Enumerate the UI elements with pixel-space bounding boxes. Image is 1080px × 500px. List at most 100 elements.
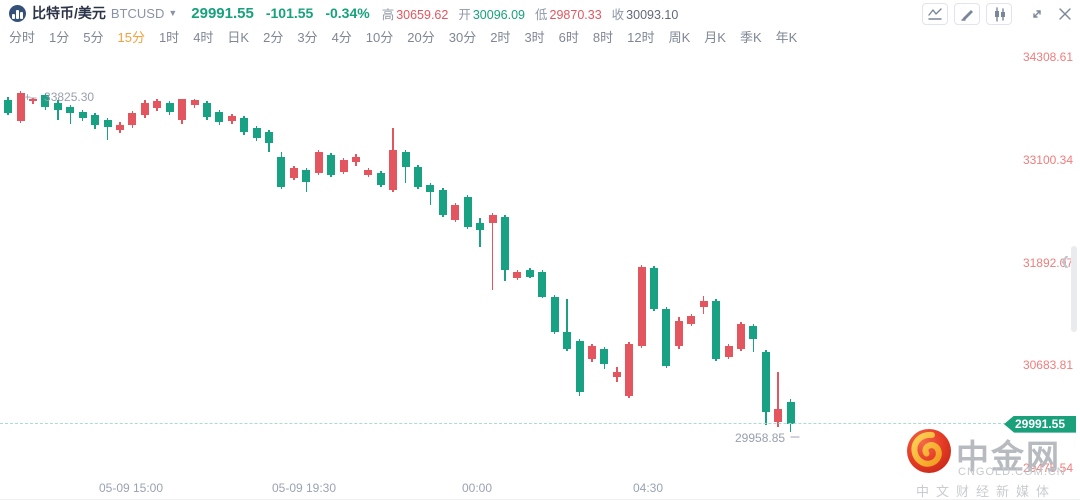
candle xyxy=(339,159,348,172)
timeframe-tab-分时[interactable]: 分时 xyxy=(9,29,36,45)
instrument-title: 比特币/美元 xyxy=(32,5,106,21)
x-axis-label: 05-09 15:00 xyxy=(98,481,164,495)
candle xyxy=(563,332,572,350)
fullscreen-button[interactable] xyxy=(1026,4,1048,24)
timeframe-tab-3时[interactable]: 3时 xyxy=(524,29,545,45)
low-marker-icon: --- xyxy=(790,428,800,443)
timeframe-tab-周K[interactable]: 周K xyxy=(668,29,691,45)
ohlc-item: 高 30659.62 xyxy=(381,7,449,22)
timeframe-tab-3分[interactable]: 3分 xyxy=(297,29,318,45)
ohlc-summary: 高 30659.62 开 30096.09 低 29870.33 收 30093.10 xyxy=(382,4,689,23)
timeframe-tab-季K[interactable]: 季K xyxy=(739,29,762,45)
timeframe-tab-15分[interactable]: 15分 xyxy=(117,29,145,45)
price-change: -101.55 xyxy=(265,5,314,21)
timeframe-tab-10分[interactable]: 10分 xyxy=(365,29,394,45)
chevron-down-icon[interactable]: ▼ xyxy=(168,8,178,18)
close-icon xyxy=(1059,8,1071,20)
close-button[interactable] xyxy=(1054,4,1076,24)
candlestick-chart[interactable]: 34308.61 33100.34 31892.07 30683.81 29475.54… xyxy=(0,46,1080,478)
timeframe-tab-5分[interactable]: 5分 xyxy=(83,29,104,45)
chevron-left-icon[interactable]: ❮ xyxy=(1060,254,1071,268)
candle-wick xyxy=(479,217,481,247)
candle xyxy=(277,156,286,187)
candlestick-mode-button[interactable] xyxy=(986,3,1012,25)
candle xyxy=(202,102,211,117)
candle-wick xyxy=(69,104,72,124)
candle xyxy=(587,346,596,360)
candle xyxy=(215,111,224,122)
expand-icon xyxy=(1033,10,1041,18)
timeframe-tab-30分[interactable]: 30分 xyxy=(448,29,477,45)
candle xyxy=(252,127,261,138)
candle xyxy=(414,166,423,187)
candle xyxy=(650,267,659,310)
candle xyxy=(401,151,410,167)
candle xyxy=(265,131,274,143)
price-axis-label: 29475.54 xyxy=(1022,461,1073,475)
candle xyxy=(786,402,795,425)
timeframe-tab-6时[interactable]: 6时 xyxy=(558,29,579,45)
candle xyxy=(538,271,547,297)
candle xyxy=(438,189,447,215)
high-marker-icon: +-- xyxy=(24,90,37,105)
candle xyxy=(178,99,187,120)
pencil-icon xyxy=(960,10,973,21)
candle xyxy=(749,326,758,340)
timeframe-tab-12时[interactable]: 12时 xyxy=(627,29,655,45)
timeframe-tab-2时[interactable]: 2时 xyxy=(490,29,511,45)
price-axis-label: 34308.61 xyxy=(1022,50,1073,64)
timeframe-tab-1时[interactable]: 1时 xyxy=(158,29,180,45)
candle xyxy=(774,409,783,423)
candle xyxy=(165,102,174,112)
line-chart-mode-button[interactable] xyxy=(922,3,948,25)
ohlc-item: 开 30096.09 xyxy=(458,7,525,22)
candle xyxy=(674,321,683,347)
candle xyxy=(612,372,621,378)
candle xyxy=(16,92,25,121)
candle xyxy=(103,119,112,127)
candle xyxy=(426,184,435,192)
timeframe-tab-4分[interactable]: 4分 xyxy=(331,29,352,45)
candle xyxy=(153,100,162,108)
candle xyxy=(724,346,733,358)
candlestick-icon xyxy=(994,6,1005,22)
x-axis-label: 05-09 19:30 xyxy=(271,481,337,495)
timeframe-tab-20分[interactable]: 20分 xyxy=(407,29,435,45)
candle xyxy=(389,149,398,190)
ohlc-item: 低 29870.33 xyxy=(535,7,602,22)
draw-button[interactable] xyxy=(954,3,980,25)
candle xyxy=(302,169,311,182)
candle xyxy=(53,102,62,110)
candle xyxy=(463,196,472,227)
candle xyxy=(550,296,559,333)
low-annotation: 29958.85 xyxy=(735,430,786,445)
ohlc-item: 收 30093.10 xyxy=(611,7,679,22)
timeframe-tab-2分[interactable]: 2分 xyxy=(263,29,284,45)
candle xyxy=(376,172,385,185)
vertical-scrollbar-thumb[interactable] xyxy=(1071,246,1077,332)
last-price: 29991.55 xyxy=(191,4,254,22)
instrument-market-icon xyxy=(9,4,26,22)
candle xyxy=(4,99,13,113)
chart-toolbar xyxy=(922,3,1076,25)
candle-wick xyxy=(491,212,494,290)
candle-wick xyxy=(57,99,59,120)
timeframe-tab-日K[interactable]: 日K xyxy=(227,29,250,45)
candle xyxy=(66,106,75,113)
candle xyxy=(364,169,373,175)
timeframe-tab-4时[interactable]: 4时 xyxy=(193,29,214,45)
high-annotation: 33825.30 xyxy=(44,90,95,105)
candle xyxy=(488,214,497,223)
candle xyxy=(240,117,249,132)
price-axis-label: 30683.81 xyxy=(1022,358,1073,373)
timeframe-tab-年K[interactable]: 年K xyxy=(775,29,798,45)
line-chart-icon xyxy=(928,8,942,20)
candle xyxy=(190,99,199,105)
candle xyxy=(625,344,634,397)
time-axis: 05-09 15:00 05-09 19:30 00:00 04:30 xyxy=(0,478,1080,498)
timeframe-tab-8时[interactable]: 8时 xyxy=(592,29,614,45)
candle xyxy=(476,222,485,230)
timeframe-tab-月K[interactable]: 月K xyxy=(704,29,726,45)
timeframe-tab-1分[interactable]: 1分 xyxy=(49,29,70,45)
